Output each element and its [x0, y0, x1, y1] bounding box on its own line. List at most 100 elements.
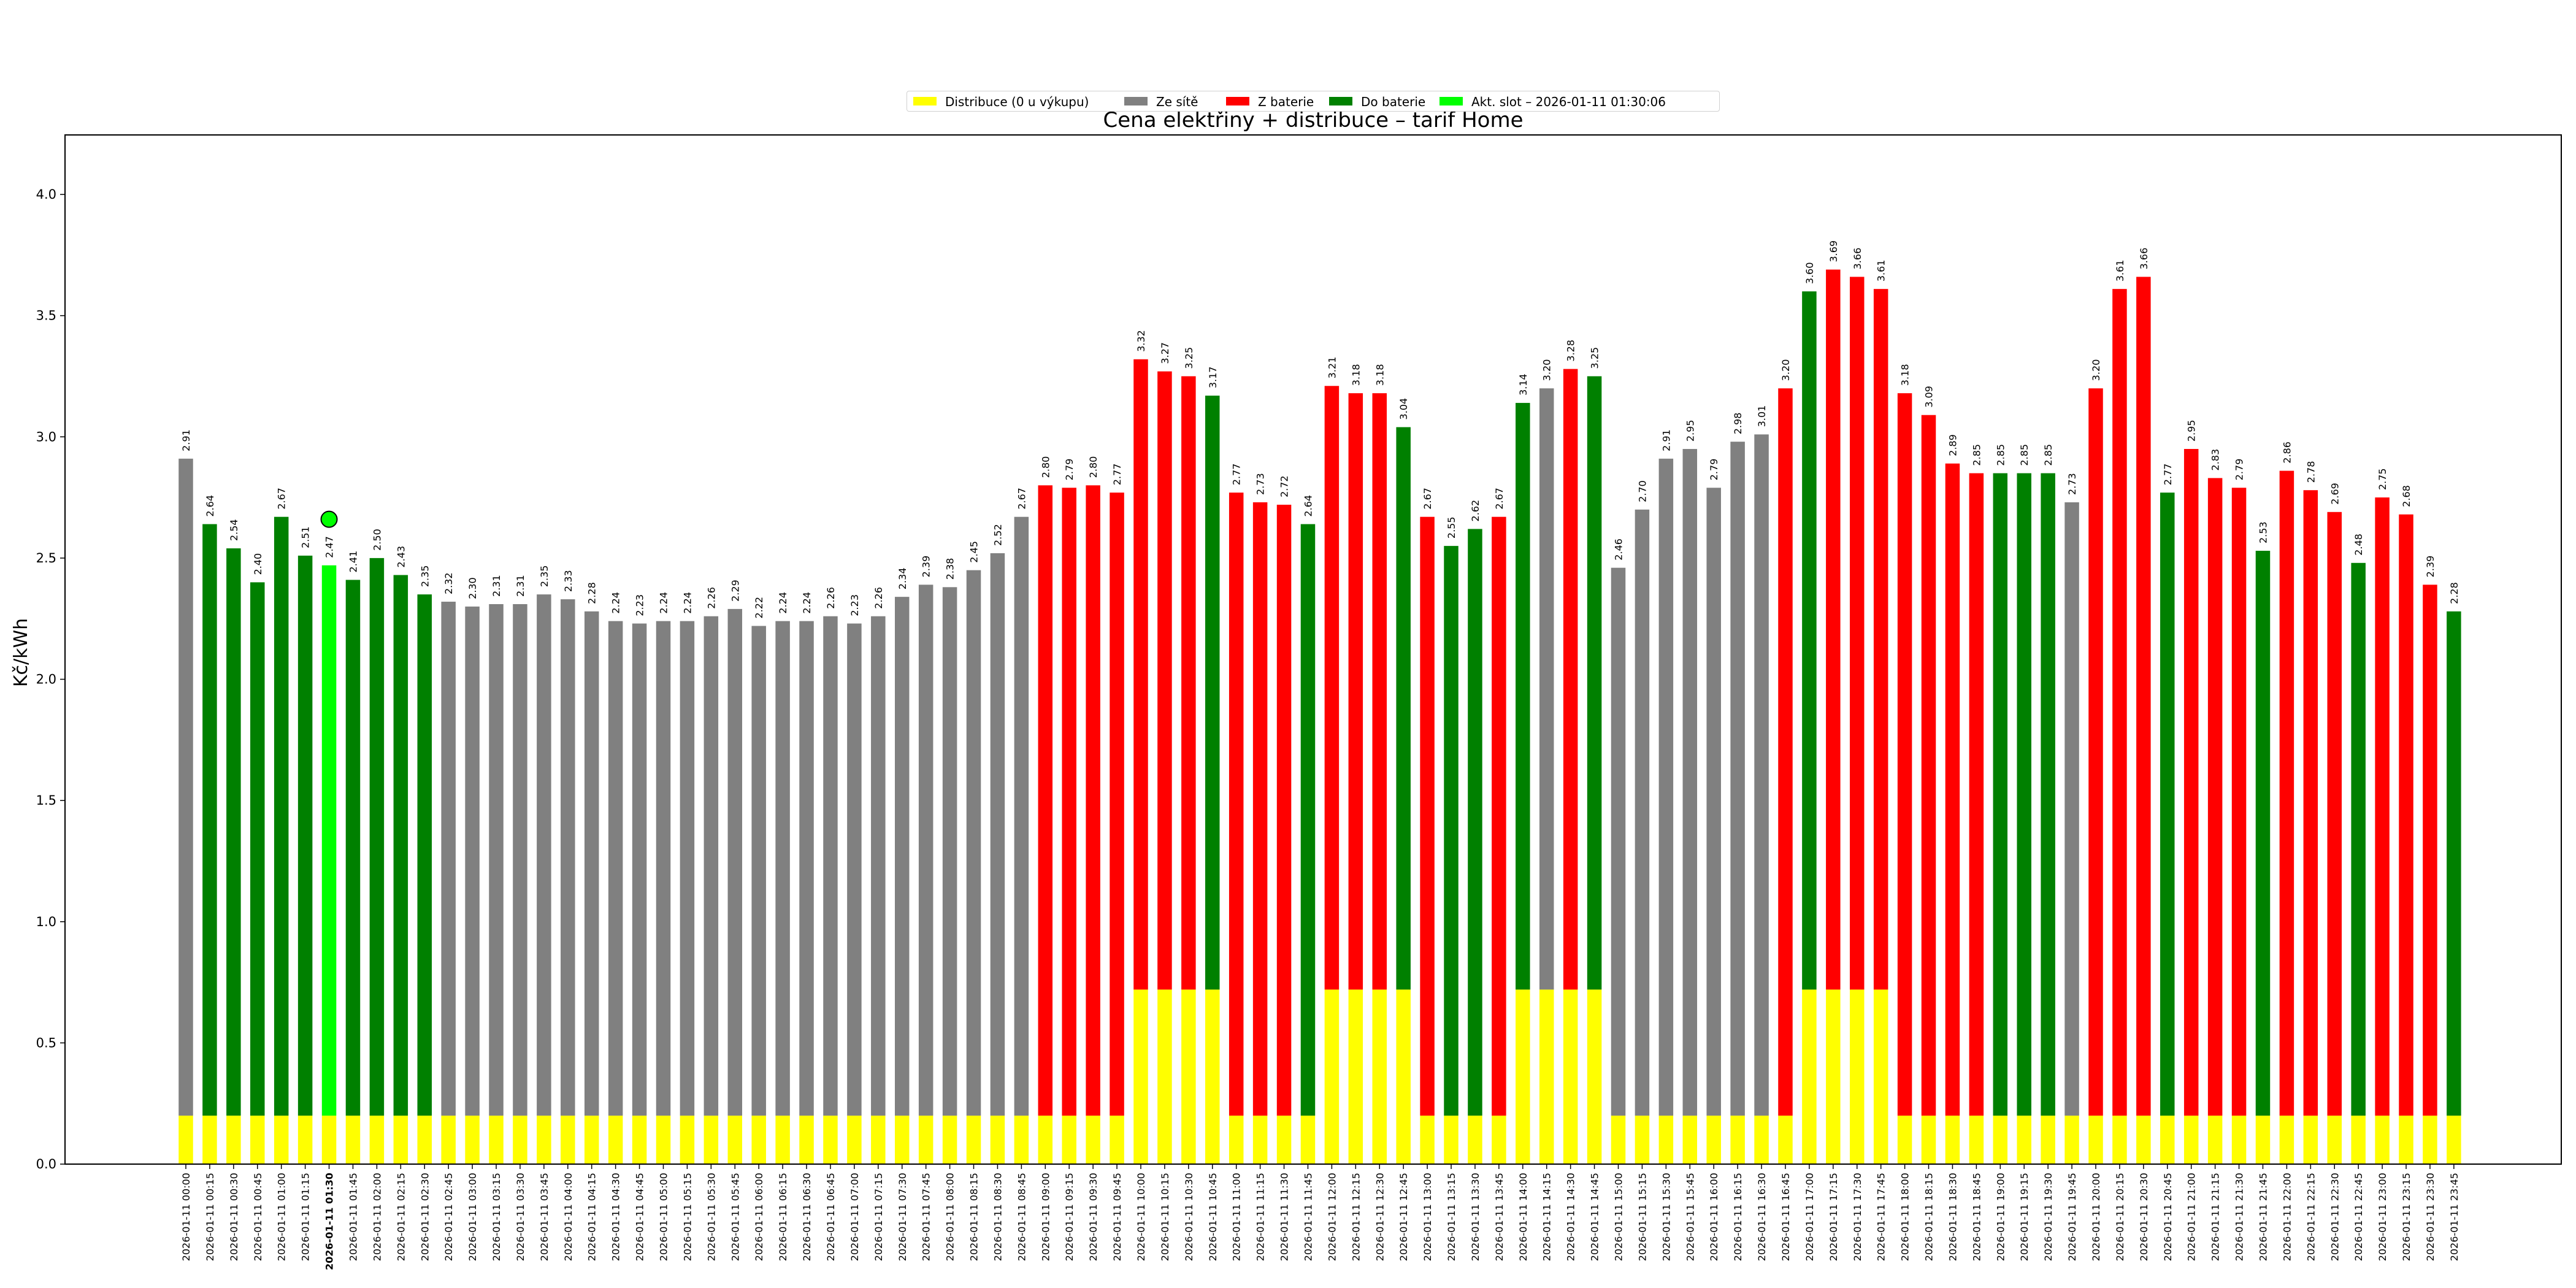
value-label-0815: 2.45 — [968, 541, 980, 563]
bar-distribution-0245 — [441, 1115, 456, 1164]
value-label-1600: 2.79 — [1708, 459, 1720, 481]
bar-grid-0815 — [966, 570, 981, 1116]
value-label-0700: 2.23 — [849, 594, 861, 616]
bar-from-batt-2300 — [2375, 497, 2390, 1116]
bar-to-batt-2145 — [2255, 551, 2271, 1116]
value-label-0645: 2.26 — [825, 587, 837, 609]
value-label-2245: 2.48 — [2353, 534, 2364, 556]
x-tick-label-1700: 2026-01-11 17:00 — [1804, 1173, 1815, 1261]
bar-to-batt-0200 — [369, 558, 385, 1116]
bar-to-batt-0115 — [297, 555, 313, 1116]
value-label-1030: 3.25 — [1183, 347, 1195, 369]
bar-distribution-0530 — [703, 1115, 719, 1164]
value-label-1400: 3.14 — [1517, 374, 1529, 396]
bar-distribution-2030 — [2136, 1115, 2151, 1164]
x-tick-label-2215: 2026-01-11 22:15 — [2305, 1173, 2317, 1261]
x-tick-label-1215: 2026-01-11 12:15 — [1350, 1173, 1362, 1261]
value-label-0000: 2.91 — [180, 429, 192, 451]
x-tick-label-2330: 2026-01-11 23:30 — [2425, 1173, 2436, 1261]
bar-distribution-1300 — [1420, 1115, 1435, 1164]
bar-distribution-1800 — [1897, 1115, 1912, 1164]
bar-distribution-0715 — [871, 1115, 886, 1164]
value-label-1015: 3.27 — [1159, 342, 1171, 364]
x-tick-label-0630: 2026-01-11 06:30 — [801, 1173, 813, 1261]
x-tick-label-0730: 2026-01-11 07:30 — [897, 1173, 908, 1261]
bar-distribution-2345 — [2447, 1115, 2461, 1164]
x-tick-label-0330: 2026-01-11 03:30 — [515, 1173, 526, 1261]
x-tick-label-0600: 2026-01-11 06:00 — [753, 1173, 765, 1261]
bar-distribution-0945 — [1110, 1115, 1124, 1164]
bar-from-batt-1130 — [1276, 504, 1292, 1116]
bar-distribution-0545 — [727, 1115, 743, 1164]
x-tick-label-1045: 2026-01-11 10:45 — [1207, 1173, 1219, 1261]
bar-from-batt-1830 — [1945, 463, 1960, 1116]
x-tick-label-0030: 2026-01-11 00:30 — [228, 1173, 240, 1261]
bar-distribution-0215 — [393, 1115, 408, 1164]
value-label-1915: 2.85 — [2018, 444, 2030, 466]
x-tick-label-1130: 2026-01-11 11:30 — [1279, 1173, 1290, 1261]
bar-distribution-1900 — [1993, 1115, 2008, 1164]
bar-from-batt-1800 — [1897, 393, 1912, 1116]
x-tick-label-2115: 2026-01-11 21:15 — [2210, 1173, 2221, 1261]
bar-grid-1615 — [1730, 442, 1745, 1116]
value-label-1615: 2.98 — [1732, 413, 1744, 435]
x-tick-label-1430: 2026-01-11 14:30 — [1565, 1173, 1577, 1261]
bar-distribution-0100 — [274, 1115, 289, 1164]
x-tick-label-1845: 2026-01-11 18:45 — [1971, 1173, 1982, 1261]
value-label-0330: 2.31 — [515, 575, 526, 597]
bar-to-batt-1915 — [2017, 473, 2031, 1116]
legend-swatch-from-battery — [1226, 97, 1249, 105]
legend-label-current-slot: Akt. slot – 2026-01-11 01:30:06 — [1471, 94, 1666, 109]
chart-legend: Distribuce (0 u výkupu) Ze sítě Z bateri… — [907, 91, 1720, 112]
bar-distribution-0330 — [513, 1115, 527, 1164]
x-tick-label-0430: 2026-01-11 04:30 — [610, 1173, 622, 1261]
y-axis-label: Kč/kWh — [10, 618, 32, 687]
bar-distribution-0315 — [489, 1115, 504, 1164]
bar-grid-1415 — [1539, 388, 1554, 990]
x-tick-label-2000: 2026-01-11 20:00 — [2090, 1173, 2102, 1261]
x-tick-label-2130: 2026-01-11 21:30 — [2234, 1173, 2245, 1261]
x-tick-label-1445: 2026-01-11 14:45 — [1589, 1173, 1601, 1261]
bar-from-batt-1115 — [1252, 502, 1268, 1116]
bar-distribution-1245 — [1396, 989, 1411, 1164]
x-tick-label-1000: 2026-01-11 10:00 — [1135, 1173, 1147, 1261]
bar-distribution-0915 — [1062, 1115, 1076, 1164]
bar-distribution-1930 — [2041, 1115, 2055, 1164]
value-label-1130: 2.72 — [1279, 475, 1290, 497]
bar-grid-0430 — [608, 621, 623, 1116]
value-label-2030: 3.66 — [2138, 248, 2150, 270]
bar-grid-1630 — [1754, 434, 1769, 1116]
bar-from-batt-1000 — [1133, 359, 1148, 990]
bar-distribution-2315 — [2399, 1115, 2413, 1164]
bar-distribution-1430 — [1563, 989, 1578, 1164]
bar-grid-0315 — [489, 604, 504, 1116]
value-label-2000: 3.20 — [2090, 359, 2102, 381]
value-label-0945: 2.77 — [1111, 464, 1123, 486]
bar-to-batt-0100 — [274, 516, 289, 1116]
x-tick-label-1500: 2026-01-11 15:00 — [1613, 1173, 1625, 1261]
x-tick-label-1145: 2026-01-11 11:45 — [1302, 1173, 1314, 1261]
bar-distribution-1345 — [1492, 1115, 1506, 1164]
bar-from-batt-1345 — [1492, 516, 1506, 1116]
x-tick-label-1745: 2026-01-11 17:45 — [1876, 1173, 1887, 1261]
x-tick-label-2045: 2026-01-11 20:45 — [2162, 1173, 2174, 1261]
bar-from-batt-1215 — [1348, 393, 1363, 990]
value-label-1230: 3.18 — [1374, 364, 1386, 386]
bar-distribution-1145 — [1300, 1115, 1316, 1164]
current-slot-marker — [320, 510, 338, 528]
value-label-0030: 2.54 — [228, 519, 240, 541]
bar-distribution-1545 — [1682, 1115, 1698, 1164]
bar-distribution-2100 — [2183, 1115, 2199, 1164]
bar-grid-0615 — [775, 621, 790, 1116]
x-tick-label-0545: 2026-01-11 05:45 — [729, 1173, 741, 1261]
bar-distribution-2115 — [2207, 1115, 2223, 1164]
bar-grid-0400 — [561, 599, 575, 1116]
value-label-1215: 3.18 — [1350, 364, 1362, 386]
legend-label-distribution: Distribuce (0 u výkupu) — [945, 94, 1089, 109]
bar-distribution-0800 — [942, 1115, 957, 1164]
bar-grid-0500 — [656, 621, 671, 1116]
x-tick-label-1245: 2026-01-11 12:45 — [1398, 1173, 1409, 1261]
x-tick-label-1830: 2026-01-11 18:30 — [1947, 1173, 1958, 1261]
bar-distribution-1100 — [1229, 1115, 1244, 1164]
bar-grid-0515 — [680, 621, 695, 1116]
